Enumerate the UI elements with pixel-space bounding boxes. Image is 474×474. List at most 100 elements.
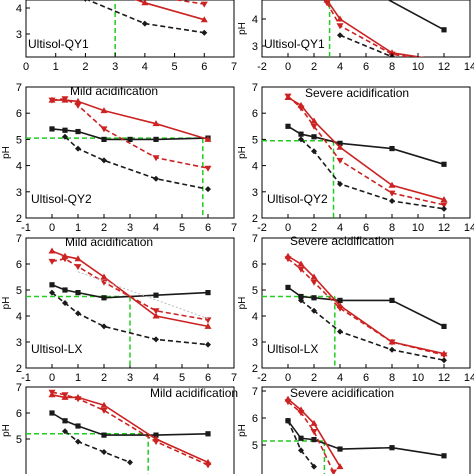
y-tick-label: 7 [16, 233, 22, 245]
x-tick-label: 6 [363, 222, 369, 234]
y-tick-label: 5 [16, 134, 22, 146]
triangle-point [336, 143, 344, 150]
x-tick-label: 14 [464, 372, 474, 384]
square-point [285, 123, 291, 129]
triangle-point [152, 439, 160, 446]
square-point [205, 290, 211, 296]
triangle-point [297, 260, 305, 267]
diamond-point [101, 323, 107, 330]
square-point [337, 297, 343, 303]
y-tick-label: 4 [16, 311, 22, 323]
y-axis-label: pH [1, 297, 12, 310]
series-line [287, 420, 315, 468]
triangle-point [336, 463, 344, 470]
triangle-point [74, 255, 82, 262]
series-line [287, 286, 445, 328]
triangle-point [388, 181, 396, 188]
x-tick-label: 8 [389, 61, 395, 73]
y-axis-label: pH [237, 297, 248, 310]
triangle-point [388, 339, 396, 346]
triangle-point [100, 401, 108, 408]
square-point [311, 437, 317, 443]
x-tick-label: 4 [142, 61, 148, 73]
diamond-point [337, 328, 343, 335]
condition-label: Severe acidification [290, 386, 394, 400]
triangle-point [100, 273, 108, 280]
diamond-point [141, 20, 148, 27]
condition-label: Severe acidification [290, 234, 394, 248]
triangle-point [297, 105, 305, 112]
diamond-point [75, 438, 81, 445]
soil-label: Ultisol-QY1 [28, 37, 89, 51]
x-tick-label: 7 [231, 222, 237, 234]
square-point [101, 136, 107, 142]
square-point [298, 293, 304, 300]
y-tick-label: 4 [252, 14, 258, 26]
triangle-point [284, 256, 292, 263]
condition-label: Mild acidification [65, 235, 153, 249]
plot-frame [261, 386, 471, 474]
x-tick-label: 7 [231, 61, 237, 73]
triangle-point [440, 352, 448, 359]
y-tick-label: 3 [16, 187, 22, 199]
square-point [75, 290, 81, 296]
series-line [287, 258, 445, 356]
triangle-point [48, 97, 56, 104]
diamond-point [389, 346, 395, 353]
triangle-point [100, 407, 108, 414]
diamond-point [441, 205, 447, 212]
x-tick-label: 2 [311, 222, 317, 234]
triangle-point [297, 266, 305, 273]
triangle-point [152, 312, 160, 319]
triangle-point [310, 117, 318, 124]
series-line [51, 291, 209, 346]
diamond-point [62, 428, 68, 435]
x-tick-label: 6 [201, 61, 207, 73]
x-tick-label: -1 [21, 222, 31, 234]
series-line [64, 136, 209, 190]
square-point [441, 161, 447, 167]
triangle-point [74, 97, 82, 104]
square-point [127, 136, 133, 142]
triangle-point [74, 102, 82, 109]
y-tick-label: 2 [252, 363, 258, 375]
y-tick-label: 2 [252, 213, 258, 225]
y-tick-label: 7 [252, 233, 258, 245]
triangle-point [100, 107, 108, 114]
triangle-point [74, 264, 82, 271]
triangle-point [152, 120, 160, 127]
diamond-point [62, 300, 68, 306]
triangle-point [336, 15, 344, 22]
triangle-point [204, 462, 212, 469]
y-axis-label: pH [237, 22, 248, 35]
diamond-point [337, 180, 343, 187]
triangle-point [74, 396, 82, 403]
x-tick-label: 1 [53, 61, 59, 73]
x-tick-label: 14 [464, 222, 474, 234]
x-tick-label: 0 [49, 372, 55, 384]
condition-label: Mild acidification [150, 386, 238, 400]
square-point [298, 435, 304, 441]
x-tick-label: 4 [153, 372, 159, 384]
x-tick-label: 8 [389, 372, 395, 384]
y-tick-label: 6 [16, 408, 22, 420]
triangle-point [323, 0, 331, 7]
diamond-point [285, 417, 291, 424]
x-tick-label: 3 [112, 61, 118, 73]
square-point [62, 287, 68, 293]
triangle-point [388, 190, 396, 197]
y-tick-label: 5 [252, 440, 258, 452]
square-point [311, 295, 317, 301]
series-line [287, 95, 445, 206]
y-tick-label: 6 [252, 259, 258, 271]
y-tick-label: 4 [16, 3, 22, 15]
triangle-point [152, 155, 160, 162]
series-line [326, 2, 413, 57]
triangle-point [310, 123, 318, 130]
series-line [77, 271, 209, 320]
x-tick-label: 0 [285, 372, 291, 384]
x-tick-label: -1 [21, 372, 31, 384]
square-point [153, 432, 159, 438]
panel-row2-left: 2 3 4 5 6 7 -1 0 1 2 3 4 5 6 7 pH Ultisol-QY2 Mild acidif… [1, 82, 237, 234]
